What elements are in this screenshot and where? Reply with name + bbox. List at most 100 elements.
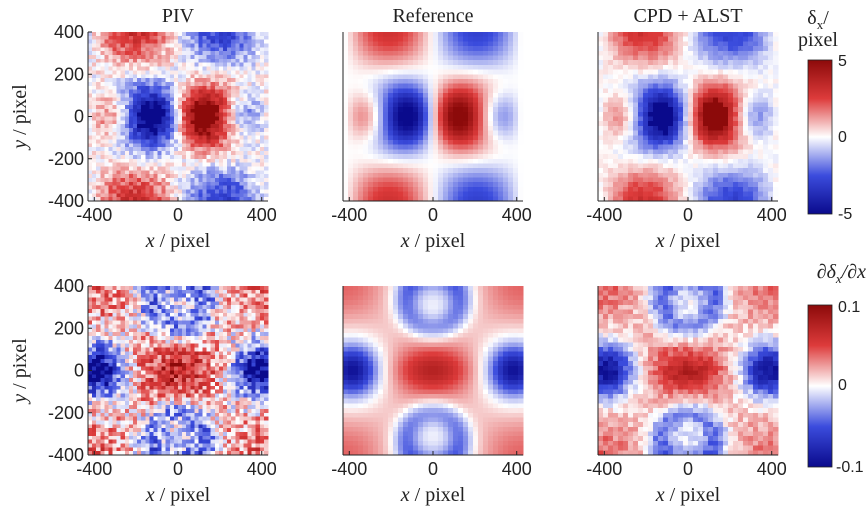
heatmap-cell [251,177,257,183]
heatmap-cell [247,170,253,175]
heatmap-cell [251,158,257,163]
heatmap-cell [157,104,163,110]
heatmap-cell [498,158,504,164]
heatmap-cell [149,158,154,163]
heatmap-cell [423,41,429,47]
heatmap-cell [223,131,228,137]
heatmap-cell [116,293,122,298]
heatmap-cell [358,182,364,188]
heatmap-cell [473,97,479,103]
heatmap-cell [104,158,109,163]
heatmap-cell [108,366,113,371]
heatmap-cell [223,104,228,110]
heatmap-cell [145,104,150,110]
heatmap-cell [738,163,744,169]
heatmap-cell [137,143,142,148]
heatmap-cell [96,181,101,187]
heatmap-cell [145,74,150,79]
heatmap-cell [247,139,253,144]
heatmap-cell [173,32,179,37]
heatmap-cell [223,124,228,129]
heatmap-cell [186,170,191,175]
heatmap-cell [194,170,199,175]
heatmap-cell [96,355,101,360]
heatmap-cell [235,158,240,163]
heatmap-cell [733,116,739,122]
heatmap-cell [673,186,679,193]
heatmap-cell [388,69,394,75]
heatmap-cell [688,154,694,160]
heatmap-cell [473,186,479,193]
heatmap-cell [108,147,113,152]
heatmap-cell [663,41,669,47]
heatmap-cell [165,74,171,79]
heatmap-cell [251,166,257,171]
heatmap-cell [693,158,699,164]
heatmap-cell [518,64,524,70]
heatmap-cell [206,58,212,64]
heatmap-cell [428,177,434,183]
heatmap-cell [688,50,694,56]
heatmap-cell [108,32,113,37]
heatmap-cell [493,55,499,61]
heatmap-cell [165,185,171,190]
heatmap-cell [623,154,629,160]
heatmap-cell [169,93,175,98]
heatmap-cell [116,435,122,441]
heatmap-cell [120,112,126,117]
heatmap-cell [518,191,524,197]
heatmap-cell [393,102,399,108]
heatmap-cell [663,121,669,127]
heatmap-cell [728,182,734,188]
heatmap-cell [368,97,374,103]
heatmap-cell [153,154,158,160]
heatmap-cell [92,154,97,160]
heatmap-cell [698,149,704,155]
heatmap-cell [733,97,739,103]
heatmap-cell [718,130,724,136]
heatmap-cell [239,43,244,48]
heatmap-cell [683,172,689,178]
heatmap-cell [708,60,714,66]
heatmap-cell [628,144,634,150]
heatmap-cell [598,144,604,150]
heatmap-cell [153,166,158,171]
heatmap-cell [239,89,244,94]
heatmap-cell [433,36,439,42]
heatmap-cell [190,78,195,83]
heatmap-cell [708,107,714,113]
heatmap-cell [408,196,414,202]
heatmap-cell [383,83,389,89]
heatmap-cell [112,162,118,167]
heatmap-cell [658,64,664,70]
heatmap-cell [173,166,179,171]
heatmap-cell [698,46,704,52]
heatmap-cell [153,43,158,48]
heatmap-cell [247,162,253,167]
heatmap-cell [116,81,122,87]
heatmap-cell [613,154,619,160]
heatmap-cell [363,196,369,202]
heatmap-cell [703,83,709,89]
heatmap-cell [194,174,199,179]
heatmap-cell [227,158,232,163]
heatmap-cell [658,116,664,122]
heatmap-cell [753,121,759,127]
heatmap-cell [478,191,484,197]
heatmap-cell [383,97,389,103]
heatmap-cell [186,58,191,64]
heatmap-cell [683,36,689,42]
heatmap-cell [743,135,749,141]
heatmap-cell [104,39,109,44]
heatmap-cell [112,89,118,94]
heatmap-cell [428,36,434,42]
heatmap-cell [368,177,374,183]
heatmap-cell [202,108,208,114]
heatmap-cell [598,177,604,183]
heatmap-cell [703,36,709,42]
heatmap-cell [408,93,414,99]
heatmap-cell [368,107,374,113]
heatmap-cell [145,139,150,144]
x-tick-label: 400 [757,205,787,225]
heatmap-cell [235,131,240,137]
